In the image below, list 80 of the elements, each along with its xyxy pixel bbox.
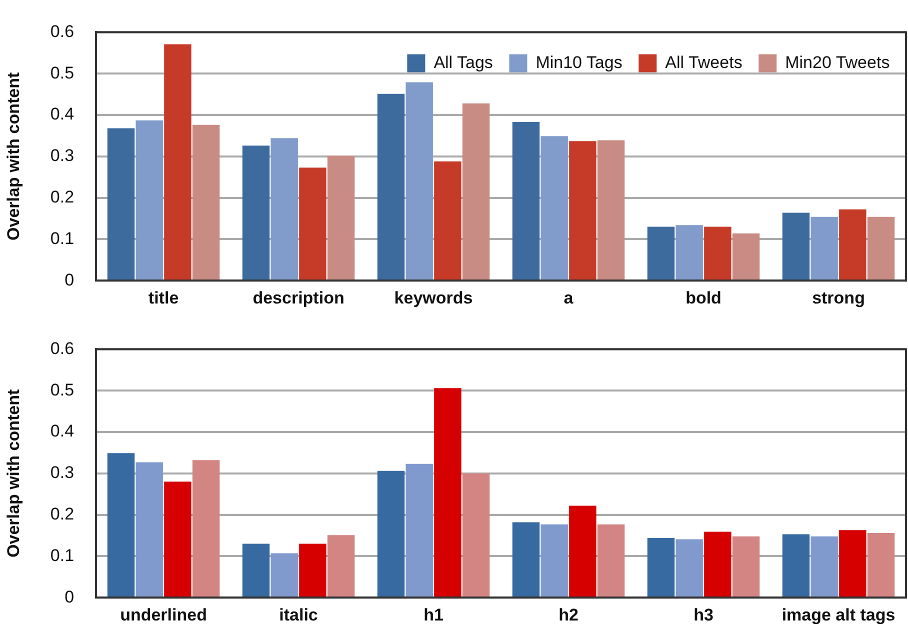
bar <box>377 94 405 280</box>
bar <box>327 156 355 280</box>
x-tick-label: h1 <box>424 605 444 624</box>
bar <box>867 533 895 597</box>
x-tick-label: image alt tags <box>782 605 896 624</box>
y-tick-label: 0 <box>64 587 74 606</box>
x-tick-label: strong <box>812 288 865 308</box>
bar <box>569 506 596 597</box>
y-tick-label: 0.1 <box>50 228 74 248</box>
bar <box>540 524 568 597</box>
bar <box>434 161 462 280</box>
x-tick-label: h3 <box>694 605 714 624</box>
y-tick-label: 0 <box>64 270 74 290</box>
bar <box>867 216 895 280</box>
x-tick-label: italic <box>279 605 318 624</box>
bar <box>242 146 270 280</box>
legend-label: Min20 Tweets <box>785 52 890 72</box>
legend-label: All Tweets <box>665 52 742 72</box>
legend-label: Min10 Tags <box>536 52 622 72</box>
bar <box>732 536 760 597</box>
y-tick-label: 0.1 <box>50 546 74 565</box>
bar <box>242 544 270 597</box>
bar <box>299 544 326 597</box>
y-tick-label: 0.6 <box>50 22 74 41</box>
bar <box>270 138 298 280</box>
bar <box>839 209 866 280</box>
y-tick-label: 0.2 <box>50 504 74 524</box>
bar <box>192 124 220 280</box>
bar <box>270 553 298 597</box>
bar <box>732 233 760 280</box>
bar <box>704 226 732 280</box>
y-axis-title: Overlap with content <box>4 389 23 558</box>
bar <box>569 141 596 280</box>
bar <box>839 530 866 597</box>
bar <box>136 120 163 280</box>
bar <box>676 539 703 597</box>
bar <box>462 473 490 597</box>
bar <box>192 460 220 597</box>
bar <box>107 453 135 597</box>
bar <box>597 524 625 597</box>
y-tick-label: 0.5 <box>50 63 74 82</box>
bar <box>810 216 838 280</box>
bar <box>512 522 540 597</box>
x-tick-label: keywords <box>394 288 473 308</box>
x-tick-label: description <box>252 288 344 308</box>
bar <box>810 536 838 597</box>
bar <box>704 532 732 597</box>
x-tick-label: title <box>148 288 179 308</box>
bar <box>164 44 192 280</box>
bar <box>406 464 433 597</box>
bar <box>782 212 810 280</box>
bar <box>782 534 810 597</box>
bar <box>540 136 568 280</box>
x-tick-label: underlined <box>120 605 207 624</box>
y-tick-label: 0.6 <box>50 338 74 358</box>
bar <box>406 82 433 280</box>
x-tick-label: h2 <box>558 605 578 624</box>
bar <box>377 470 405 597</box>
bar <box>434 388 462 597</box>
x-tick-label: bold <box>686 288 722 308</box>
y-tick-label: 0.5 <box>50 380 74 400</box>
bar <box>299 168 326 280</box>
bar <box>647 538 675 597</box>
bar <box>327 535 355 597</box>
bar <box>676 225 703 280</box>
y-tick-label: 0.3 <box>50 463 74 482</box>
y-tick-label: 0.4 <box>50 422 74 441</box>
bar <box>164 482 192 597</box>
bar <box>136 462 163 597</box>
bar <box>597 140 625 280</box>
bar <box>512 122 540 280</box>
x-tick-label: a <box>564 288 574 308</box>
bar <box>647 226 675 280</box>
legend-label: All Tags <box>434 52 493 72</box>
y-tick-label: 0.3 <box>50 146 74 166</box>
bar <box>107 128 135 280</box>
y-tick-label: 0.2 <box>50 187 74 206</box>
y-tick-label: 0.4 <box>50 104 74 124</box>
y-axis-title: Overlap with content <box>4 72 23 240</box>
bar <box>462 103 490 280</box>
